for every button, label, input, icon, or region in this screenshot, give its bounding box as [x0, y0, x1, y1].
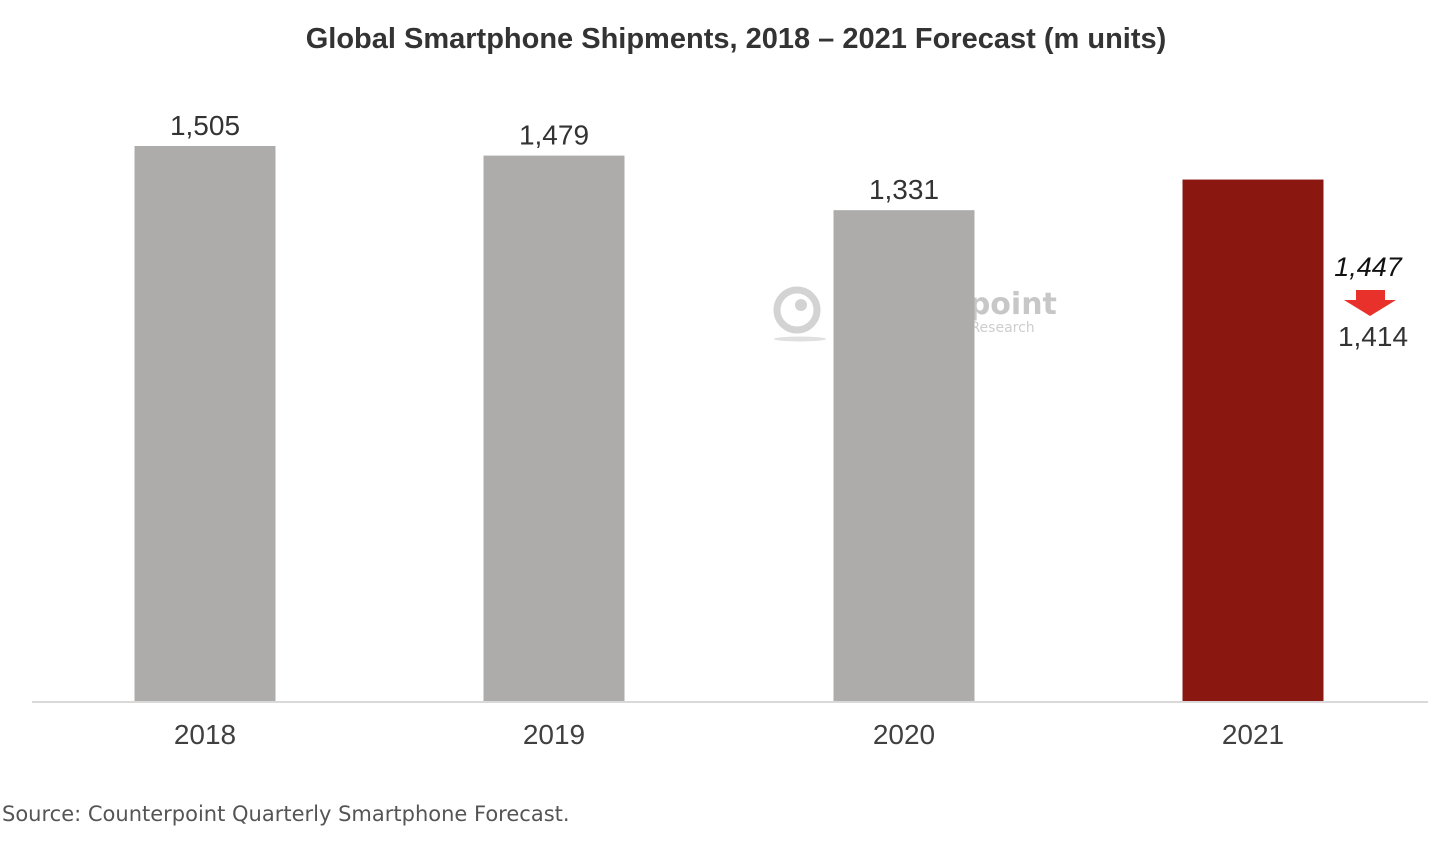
- x-tick-label-2020: 2020: [873, 719, 935, 750]
- watermark-ring-icon: [773, 286, 821, 334]
- value-label-2021: 1,414: [1338, 321, 1408, 352]
- x-tick-label-2021: 2021: [1222, 719, 1284, 750]
- x-tick-label-2019: 2019: [523, 719, 585, 750]
- bars-group: [134, 146, 1324, 702]
- previous-forecast-label: 1,447: [1334, 252, 1403, 282]
- bar-2021: [1182, 179, 1324, 702]
- chart-title: Global Smartphone Shipments, 2018 – 2021…: [306, 23, 1167, 55]
- bar-2019: [483, 155, 625, 702]
- x-tick-labels-group: 2018 2019 2020 2021: [174, 719, 1284, 750]
- value-label-2019: 1,479: [519, 120, 589, 151]
- value-label-2018: 1,505: [170, 110, 240, 141]
- value-label-2020: 1,331: [869, 174, 939, 205]
- watermark-dot-icon: [795, 299, 807, 311]
- watermark-shadow-icon: [774, 336, 826, 342]
- value-labels-group: 1,505 1,479 1,331 1,414 1,447: [170, 110, 1408, 352]
- bar-2018: [134, 146, 276, 701]
- x-tick-label-2018: 2018: [174, 719, 236, 750]
- bar-2020: [833, 210, 975, 701]
- source-note: Source: Counterpoint Quarterly Smartphon…: [2, 802, 570, 826]
- down-arrow-icon: [1344, 290, 1396, 316]
